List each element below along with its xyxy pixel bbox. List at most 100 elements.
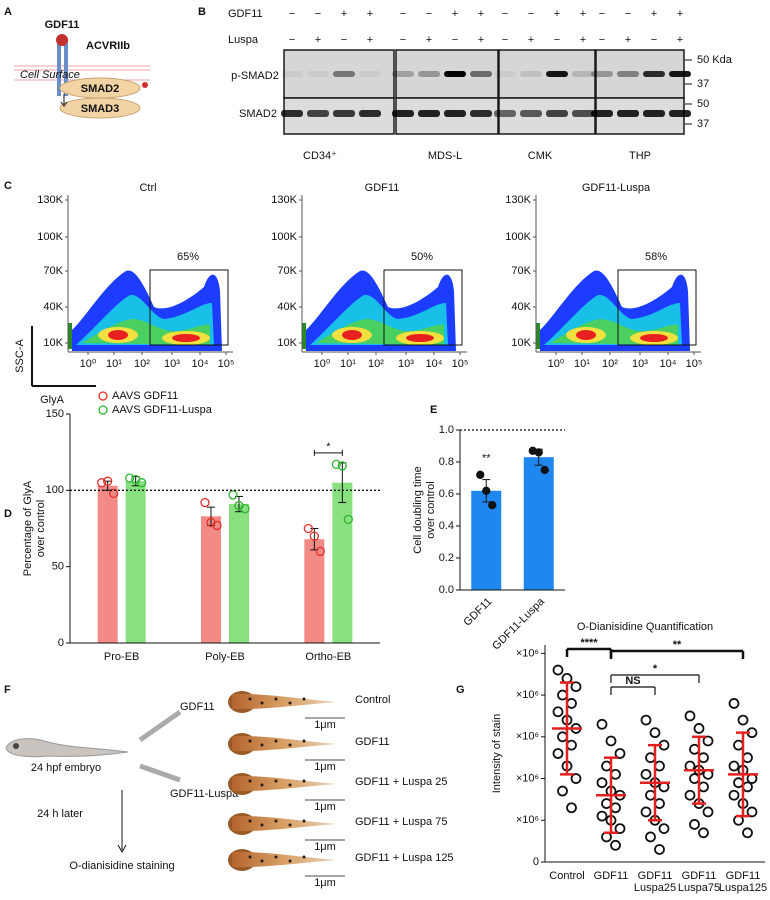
x-tick-label: 10¹ <box>574 358 590 370</box>
phospho <box>142 82 148 88</box>
band <box>520 71 542 77</box>
y-tick-label: 1.0 <box>439 424 454 436</box>
sign: + <box>478 8 484 20</box>
syringe <box>138 709 182 743</box>
bar <box>201 516 221 643</box>
x-tick-label: GDF11 <box>594 870 629 882</box>
data-point <box>693 723 705 734</box>
x-tick-label: 10⁴ <box>426 358 443 370</box>
cell-line: THP <box>629 150 651 162</box>
receptor <box>64 40 68 96</box>
gate-label: 58% <box>645 251 667 263</box>
band <box>591 71 613 77</box>
data-point <box>742 752 753 764</box>
band <box>392 71 414 77</box>
y-tick-label: 100K <box>271 231 297 243</box>
data-point <box>109 488 119 499</box>
sign: + <box>580 34 586 46</box>
data-point <box>689 743 700 755</box>
band <box>494 110 516 117</box>
data-point <box>702 806 714 818</box>
density <box>172 334 200 342</box>
ligand-label: GDF11 <box>45 19 80 31</box>
sign: + <box>554 8 560 20</box>
band <box>307 71 329 77</box>
pigment <box>302 739 306 743</box>
larva <box>232 775 336 792</box>
data-point <box>689 819 700 830</box>
y-tick-label: 0.8 <box>439 456 454 468</box>
data-point <box>552 748 564 759</box>
pigment <box>274 697 278 701</box>
density <box>108 330 128 340</box>
data-point <box>614 748 626 759</box>
pigment <box>302 697 306 701</box>
scale-label: 1μm <box>314 841 336 853</box>
marker-label: 50 <box>697 98 709 110</box>
data-point <box>733 739 744 751</box>
y-tick-label: 100K <box>37 231 63 243</box>
marker-label: 50 Kda <box>697 54 733 66</box>
y-tick-label: 100K <box>505 231 531 243</box>
sign: − <box>625 8 631 20</box>
sign: + <box>651 8 657 20</box>
gate <box>383 269 463 346</box>
band <box>281 71 303 77</box>
x-tick-label: 10⁵ <box>452 358 469 370</box>
embryo-label: 24 hpf embryo <box>31 762 101 774</box>
x-tick-label: GDF11 <box>682 870 717 882</box>
data-point <box>698 827 709 839</box>
y-tick-label: 0.6 <box>439 488 454 500</box>
data-point <box>103 476 113 486</box>
sign: − <box>554 34 560 46</box>
y-axis-label: Intensity of stain <box>491 714 503 794</box>
plot-title: Ctrl <box>139 182 156 194</box>
data-point <box>610 802 621 814</box>
band <box>617 71 639 77</box>
band <box>669 71 691 77</box>
panel-label: A <box>4 6 12 18</box>
data-point <box>557 689 568 701</box>
data-point <box>482 486 491 495</box>
larva <box>232 693 336 710</box>
gate-label: 65% <box>177 251 199 263</box>
pigment <box>288 783 292 787</box>
row-label: GDF11 <box>228 8 263 20</box>
pigment <box>274 855 278 859</box>
sign: − <box>599 34 605 46</box>
panel-label: G <box>456 684 465 696</box>
scale-label: 1μm <box>314 877 336 889</box>
ligand <box>56 34 68 46</box>
x-tick-label: 10² <box>134 358 150 370</box>
y-tick-label: 70K <box>277 265 297 277</box>
axis-key-label: SSC-A <box>14 339 26 373</box>
edge-cells <box>536 323 540 349</box>
sign: − <box>426 8 432 20</box>
x-tick-label: 10⁴ <box>660 358 677 370</box>
pigment <box>274 779 278 783</box>
data-point <box>728 789 740 801</box>
y-tick-label: 0 <box>533 856 539 868</box>
pigment <box>274 739 278 743</box>
x-tick-label: Luspa25 <box>634 882 676 894</box>
data-point <box>645 789 656 801</box>
band <box>591 110 613 117</box>
density <box>406 334 434 342</box>
syringe-label: GDF11-Luspa <box>170 788 239 800</box>
data-point <box>610 768 621 780</box>
arrow-head <box>60 101 68 107</box>
data-point <box>737 714 749 726</box>
x-tick-label: Poly-EB <box>205 651 245 663</box>
sig-label: * <box>326 441 331 453</box>
y-tick-label: 70K <box>511 265 531 277</box>
pigment <box>288 823 292 827</box>
pigment <box>260 823 264 827</box>
band <box>359 71 381 77</box>
bar <box>332 482 353 643</box>
y-tick-label: ×10⁶ <box>516 647 539 659</box>
y-tick-label: 0.4 <box>439 520 454 532</box>
data-point <box>596 718 608 730</box>
group-label: GDF11 + Luspa 25 <box>355 776 447 788</box>
band <box>307 110 329 117</box>
y-axis-label: Percentage of GlyA <box>22 480 34 576</box>
